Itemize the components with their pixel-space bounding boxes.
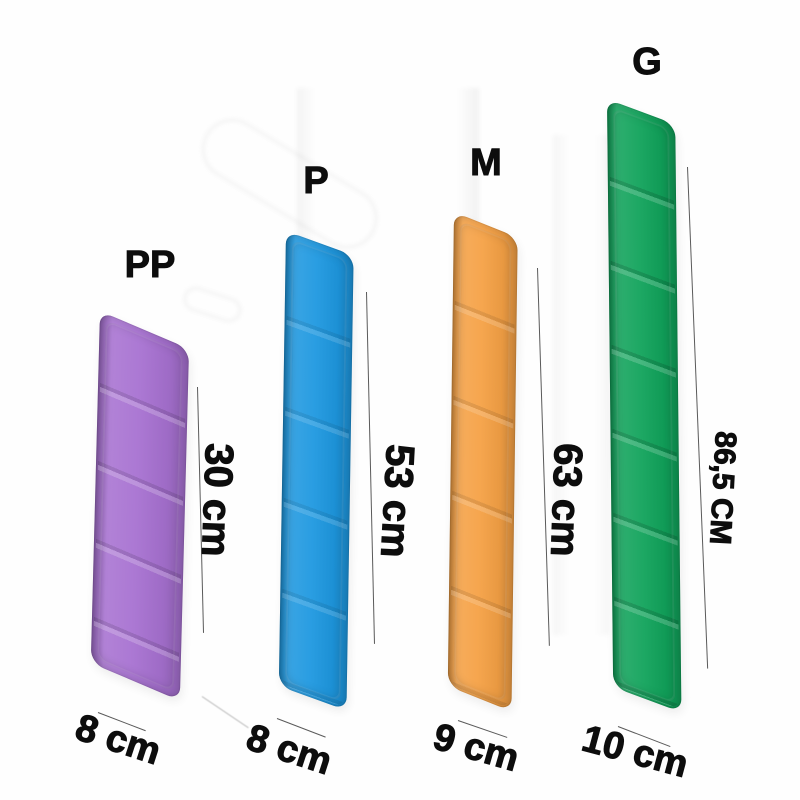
length-label-m: 63 cm — [542, 442, 591, 558]
length-label-p: 53 cm — [372, 443, 423, 560]
size-label-p: P — [303, 160, 329, 202]
width-label-g: 10 cm — [577, 717, 693, 787]
length-measure-line-g — [687, 166, 709, 669]
size-label-pp: PP — [124, 244, 176, 286]
wedge-ridges — [609, 101, 680, 710]
wedge-ridges — [92, 313, 188, 698]
background-stray-line — [201, 696, 249, 729]
wedge-strip-g — [607, 99, 682, 713]
length-label-pp: 30 cm — [193, 442, 242, 558]
background-watermark-small — [180, 284, 245, 326]
background-shading-column-g — [553, 135, 609, 635]
width-label-m: 9 cm — [428, 715, 524, 781]
wedge-strip-m — [447, 212, 518, 712]
wedge-ridges — [449, 214, 516, 709]
wedge-strip-p — [278, 231, 354, 711]
width-label-p: 8 cm — [241, 716, 337, 784]
length-label-g: 86,5 CM — [703, 430, 743, 546]
length-measure-line-p — [366, 291, 375, 644]
size-label-g: G — [632, 41, 663, 83]
wedge-ridges — [280, 233, 352, 708]
size-label-m: M — [470, 142, 503, 184]
wedge-strip-pp — [90, 311, 190, 701]
width-label-pp: 8 cm — [70, 706, 166, 774]
